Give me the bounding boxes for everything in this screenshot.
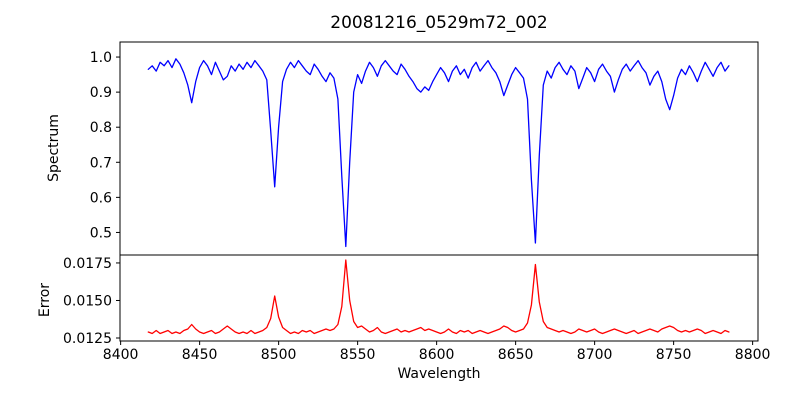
error-ytick-label: 0.0175	[63, 256, 112, 272]
spectrum-panel-frame	[119, 41, 759, 256]
error-ytick-label: 0.0150	[63, 293, 112, 309]
xtick-label: 8450	[182, 347, 218, 363]
xtick-label: 8800	[735, 347, 771, 363]
spectrum-line	[147, 58, 730, 248]
xtick-label: 8600	[419, 347, 455, 363]
error-panel-frame	[119, 254, 759, 342]
spectrum-ytick-label: 0.7	[90, 155, 112, 171]
xtick-label: 8500	[261, 347, 297, 363]
error-ytick-label: 0.0125	[63, 331, 112, 347]
spectrum-ytick-label: 0.9	[90, 85, 112, 101]
wavelength-axis-label: Wavelength	[397, 366, 481, 382]
chart-title: 20081216_0529m72_002	[330, 13, 548, 33]
xtick-label: 8400	[103, 347, 139, 363]
xtick-label: 8550	[340, 347, 376, 363]
error-line	[147, 259, 730, 335]
spectrum-ytick-label: 0.6	[90, 190, 112, 206]
spectrum-ytick-label: 1.0	[90, 50, 112, 66]
spectrum-ytick-label: 0.8	[90, 120, 112, 136]
xtick-label: 8700	[577, 347, 613, 363]
xtick-label: 8750	[656, 347, 692, 363]
xtick-label: 8650	[498, 347, 534, 363]
spectrum-ytick-label: 0.5	[90, 225, 112, 241]
